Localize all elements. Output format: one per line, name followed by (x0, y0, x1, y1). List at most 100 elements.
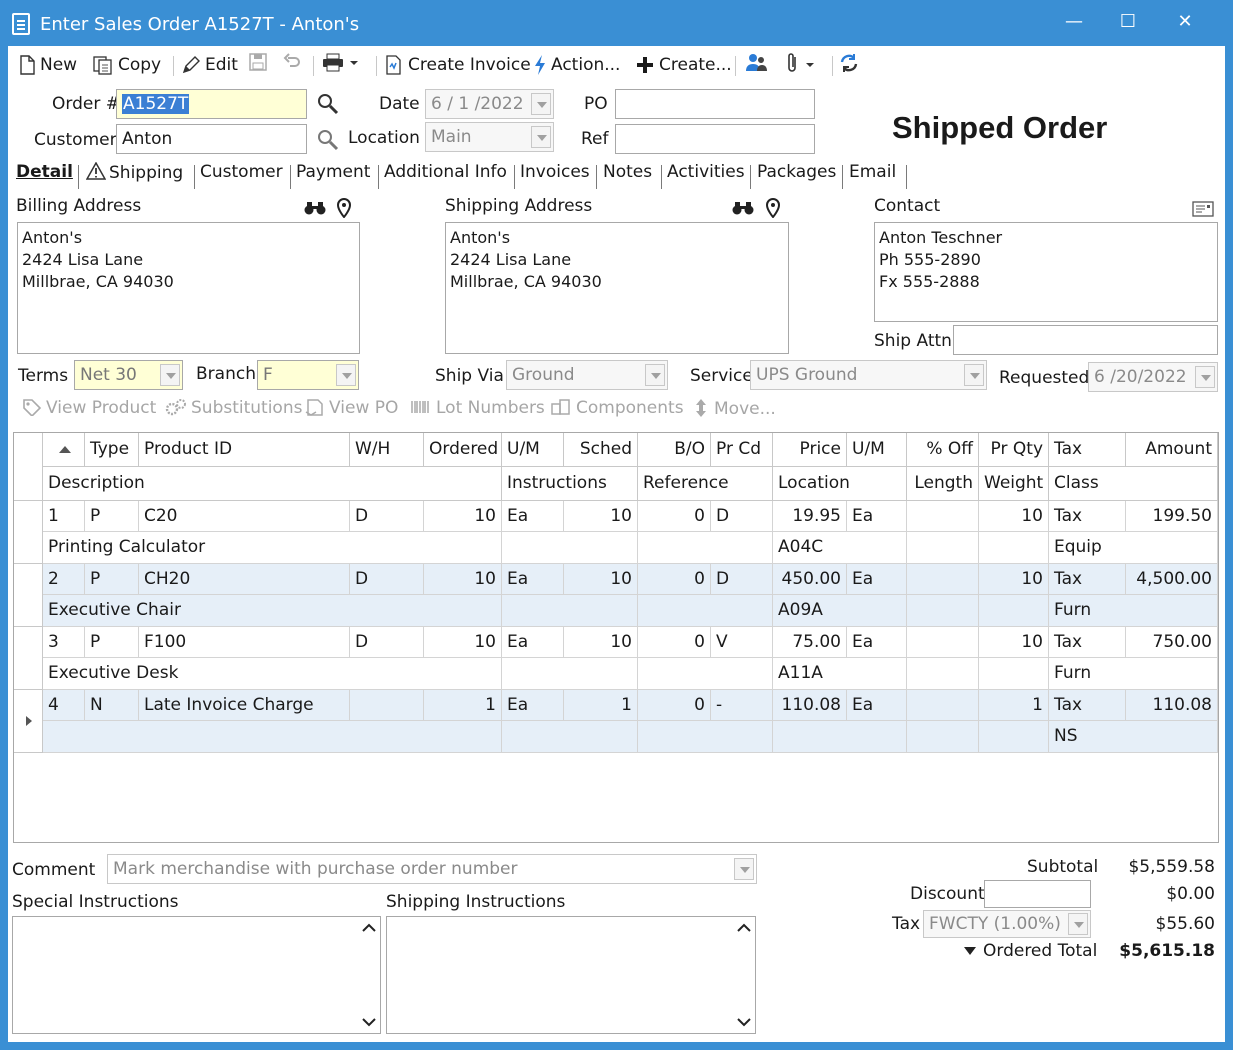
cell-amount[interactable]: 750.00 (1126, 627, 1218, 658)
billing-address-box[interactable]: Anton's 2424 Lisa Lane Millbrae, CA 9403… (17, 222, 360, 354)
minimize-button[interactable]: — (1065, 11, 1083, 32)
cell-ref[interactable] (638, 532, 773, 564)
cell-prcd[interactable]: D (711, 564, 773, 595)
col-ordered[interactable]: Ordered (424, 433, 502, 467)
cell-price[interactable]: 19.95 (773, 501, 847, 532)
row-selector[interactable] (14, 627, 43, 690)
col-price[interactable]: Price (773, 433, 847, 467)
col-product-id[interactable]: Product ID (139, 433, 350, 467)
cell-off[interactable] (907, 501, 979, 532)
cell-bo[interactable]: 0 (638, 564, 711, 595)
col-sched[interactable]: Sched (564, 433, 638, 467)
cell-len[interactable] (907, 595, 979, 627)
row-selector[interactable] (14, 564, 43, 627)
cell-type[interactable]: P (85, 501, 139, 532)
cell-prqty[interactable]: 1 (979, 690, 1049, 721)
cell-wh[interactable]: D (350, 627, 424, 658)
ship-via-field[interactable]: Ground (506, 360, 668, 390)
cell-um[interactable]: Ea (502, 564, 564, 595)
binoculars-icon[interactable] (304, 200, 326, 216)
special-instructions-field[interactable] (12, 916, 381, 1034)
cell-location[interactable]: A11A (773, 658, 907, 690)
scroll-up-icon[interactable] (362, 923, 376, 933)
cell-bo[interactable]: 0 (638, 501, 711, 532)
cell-sched[interactable]: 10 (564, 564, 638, 595)
map-pin-icon[interactable] (765, 198, 781, 218)
shipping-address-box[interactable]: Anton's 2424 Lisa Lane Millbrae, CA 9403… (445, 222, 789, 354)
cell-prcd[interactable]: D (711, 501, 773, 532)
tab-notes[interactable]: Notes (603, 162, 653, 182)
cell-class[interactable]: Furn (1049, 595, 1218, 627)
tab-shipping[interactable]: Shipping (85, 161, 183, 183)
create-button[interactable]: Create... (635, 52, 732, 78)
cell-instr[interactable] (502, 658, 638, 690)
maximize-button[interactable]: ☐ (1119, 11, 1137, 32)
scroll-up-icon[interactable] (737, 923, 751, 933)
cell-wt[interactable] (979, 595, 1049, 627)
col-pr-qty[interactable]: Pr Qty (979, 433, 1049, 467)
cell-amount[interactable]: 110.08 (1126, 690, 1218, 721)
cell-desc[interactable]: Printing Calculator (43, 532, 502, 564)
cell-class[interactable]: Furn (1049, 658, 1218, 690)
ship-via-dropdown-icon[interactable] (645, 364, 665, 386)
row-selector[interactable] (14, 690, 43, 753)
terms-dropdown-icon[interactable] (160, 364, 180, 386)
cell-location[interactable] (773, 721, 907, 753)
ship-attn-field[interactable] (953, 325, 1218, 355)
col-instructions[interactable]: Instructions (502, 467, 638, 501)
cell-off[interactable] (907, 690, 979, 721)
view-product-button[interactable]: View Product (22, 398, 156, 424)
cell-price[interactable]: 75.00 (773, 627, 847, 658)
scroll-down-icon[interactable] (362, 1017, 376, 1027)
cell-bo[interactable]: 0 (638, 690, 711, 721)
cell-wh[interactable] (350, 690, 424, 721)
tab-customer[interactable]: Customer (200, 162, 283, 182)
cell-sched[interactable]: 1 (564, 690, 638, 721)
cell-pum[interactable]: Ea (847, 690, 907, 721)
cell-ordered[interactable]: 10 (424, 501, 502, 532)
cell-wt[interactable] (979, 721, 1049, 753)
special-scrollbar[interactable] (358, 917, 380, 1033)
tab-email[interactable]: Email (849, 162, 897, 182)
undo-button[interactable] (282, 52, 302, 78)
cell-desc[interactable] (43, 721, 502, 753)
cell-prcd[interactable]: - (711, 690, 773, 721)
comment-dropdown-icon[interactable] (734, 858, 754, 880)
close-button[interactable]: ✕ (1177, 11, 1193, 32)
map-pin-icon[interactable] (336, 198, 352, 218)
col-pr-cd[interactable]: Pr Cd (711, 433, 773, 467)
cell-um[interactable]: Ea (502, 627, 564, 658)
cell-wt[interactable] (979, 658, 1049, 690)
cell-type[interactable]: N (85, 690, 139, 721)
new-button[interactable]: New (18, 52, 77, 78)
col-length[interactable]: Length (907, 467, 979, 501)
cell-pum[interactable]: Ea (847, 627, 907, 658)
cell-line[interactable]: 1 (43, 501, 85, 532)
tab-additional-info[interactable]: Additional Info (384, 162, 507, 182)
tab-packages[interactable]: Packages (757, 162, 837, 182)
contact-box[interactable]: Anton Teschner Ph 555-2890 Fx 555-2888 (874, 222, 1218, 322)
cell-um[interactable]: Ea (502, 690, 564, 721)
branch-dropdown-icon[interactable] (336, 364, 356, 386)
row-selector[interactable] (14, 501, 43, 564)
cell-bo[interactable]: 0 (638, 627, 711, 658)
cell-type[interactable]: P (85, 564, 139, 595)
col-weight[interactable]: Weight (979, 467, 1049, 501)
service-field[interactable]: UPS Ground (750, 360, 987, 390)
cell-sched[interactable]: 10 (564, 627, 638, 658)
shipping-scrollbar[interactable] (733, 917, 755, 1033)
cell-amount[interactable]: 4,500.00 (1126, 564, 1218, 595)
cell-pum[interactable]: Ea (847, 564, 907, 595)
order-search-icon[interactable] (316, 92, 340, 116)
cell-wt[interactable] (979, 532, 1049, 564)
scroll-down-icon[interactable] (737, 1017, 751, 1027)
shipping-instructions-field[interactable] (386, 916, 756, 1034)
cell-product[interactable]: F100 (139, 627, 350, 658)
col-description[interactable]: Description (43, 467, 502, 501)
cell-ordered[interactable]: 10 (424, 627, 502, 658)
cell-prqty[interactable]: 10 (979, 564, 1049, 595)
components-button[interactable]: Components (550, 398, 684, 424)
discount-field[interactable] (984, 880, 1091, 908)
refresh-button[interactable] (838, 52, 860, 78)
copy-button[interactable]: Copy (92, 52, 161, 78)
